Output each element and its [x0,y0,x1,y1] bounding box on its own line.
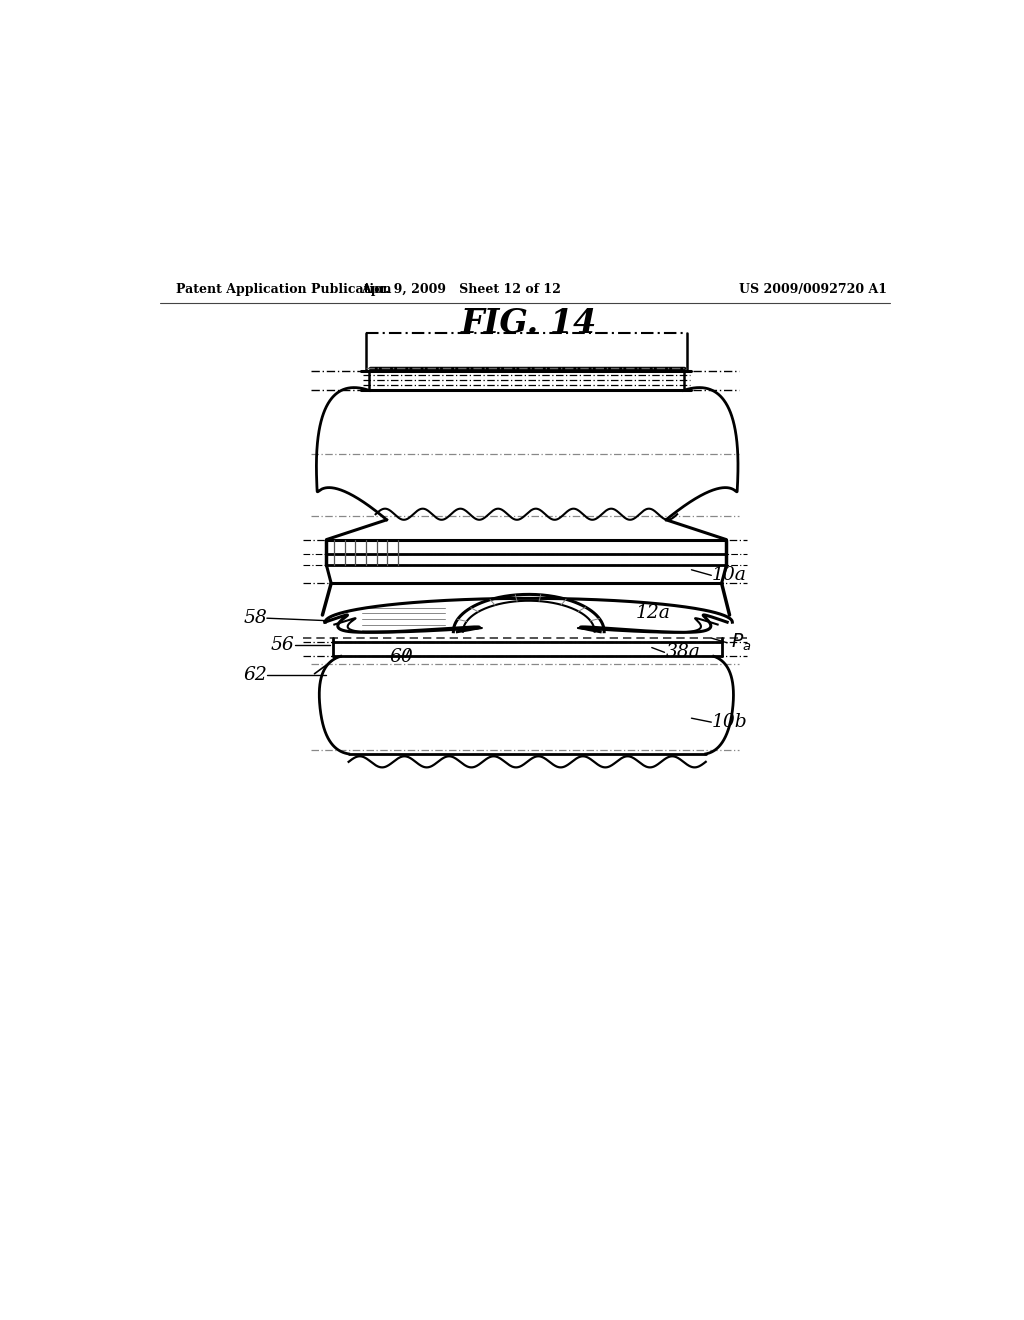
Text: US 2009/0092720 A1: US 2009/0092720 A1 [739,282,887,296]
Text: 10b: 10b [712,713,748,731]
Text: 58: 58 [243,610,267,627]
Text: 62: 62 [243,665,267,684]
Text: $\mathit{P_a}$: $\mathit{P_a}$ [731,632,752,653]
Text: 56: 56 [271,636,295,655]
Text: FIG. 14: FIG. 14 [461,308,597,341]
Text: 38a: 38a [666,643,701,661]
Text: 10a: 10a [712,566,746,585]
Text: Apr. 9, 2009   Sheet 12 of 12: Apr. 9, 2009 Sheet 12 of 12 [361,282,561,296]
Text: 12a: 12a [636,605,671,623]
Text: 60: 60 [390,648,414,667]
Text: Patent Application Publication: Patent Application Publication [176,282,391,296]
